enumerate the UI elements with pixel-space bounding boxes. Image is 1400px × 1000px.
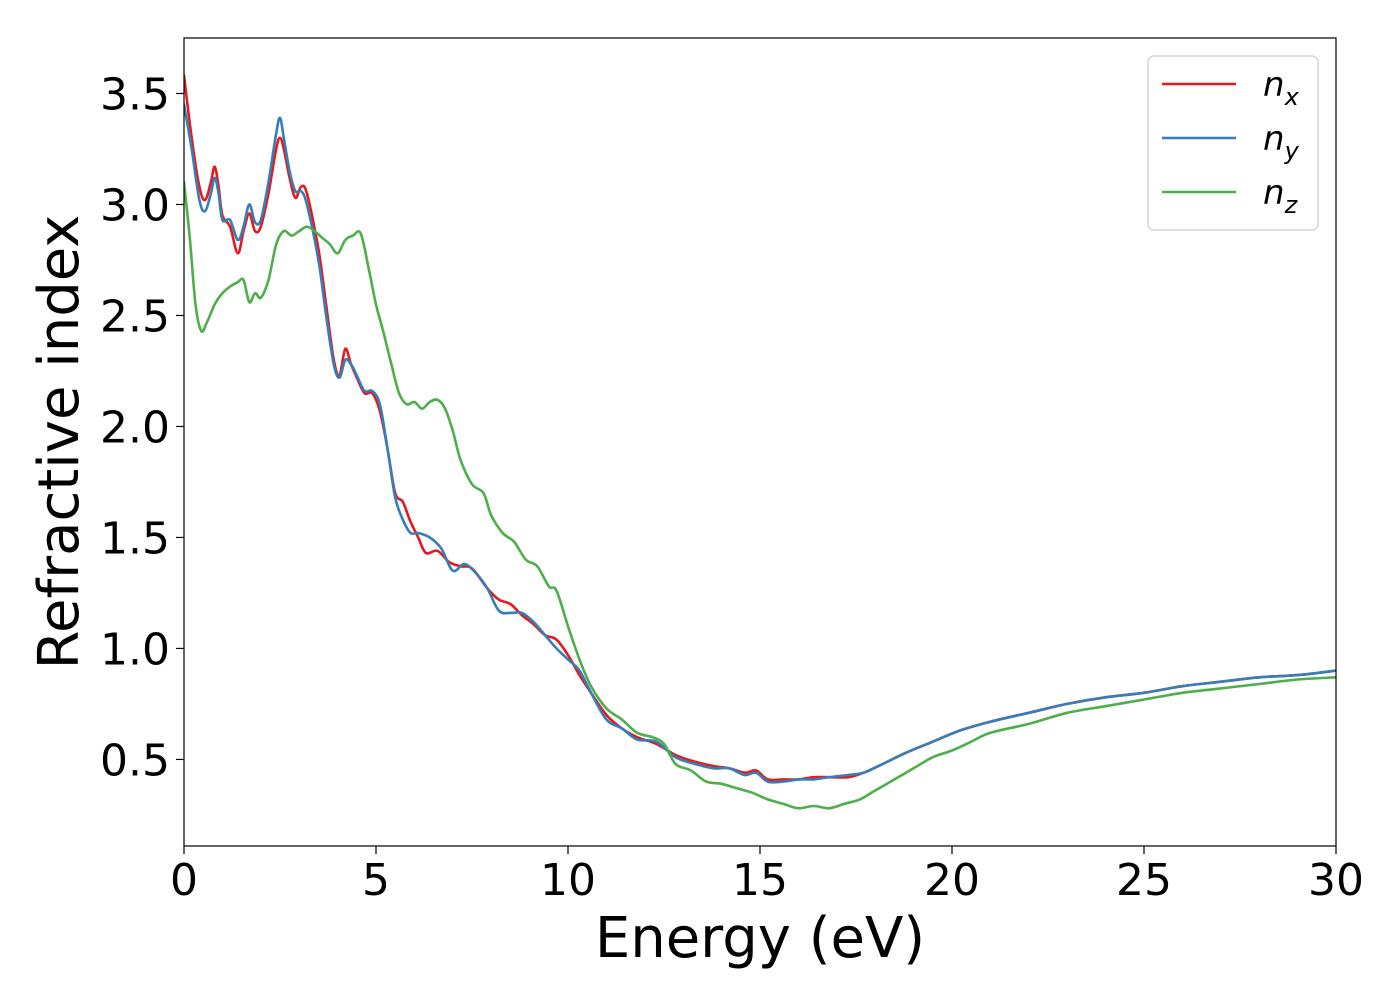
series-line-nz <box>184 181 1336 810</box>
x-tick-label: 20 <box>924 855 980 906</box>
y-tick-label: 1.0 <box>100 624 170 675</box>
x-tick-label: 5 <box>362 855 390 906</box>
x-axis-ticks: 0 5 10 15 20 25 30 <box>170 846 1364 906</box>
x-tick-label: 15 <box>732 855 788 906</box>
x-tick-label: 0 <box>170 855 198 906</box>
legend-box <box>1147 55 1319 231</box>
x-tick-label: 10 <box>540 855 596 906</box>
y-axis-ticks: 0.5 1.0 1.5 2.0 2.5 3.0 3.5 <box>100 69 184 786</box>
y-tick-label: 1.5 <box>100 513 170 564</box>
y-tick-label: 3.5 <box>100 69 170 120</box>
series-line-ny <box>184 103 1336 784</box>
y-tick-label: 2.5 <box>100 291 170 342</box>
x-tick-label: 25 <box>1116 855 1172 906</box>
y-tick-label: 0.5 <box>100 735 170 786</box>
x-tick-label: 30 <box>1308 855 1364 906</box>
series-layer <box>184 74 1336 810</box>
y-tick-label: 3.0 <box>100 180 170 231</box>
y-tick-label: 2.0 <box>100 402 170 453</box>
legend-label-nz: nz <box>1263 173 1299 219</box>
x-axis-title: Energy (eV) <box>595 906 925 971</box>
y-axis-title: Refractive index <box>27 215 92 670</box>
